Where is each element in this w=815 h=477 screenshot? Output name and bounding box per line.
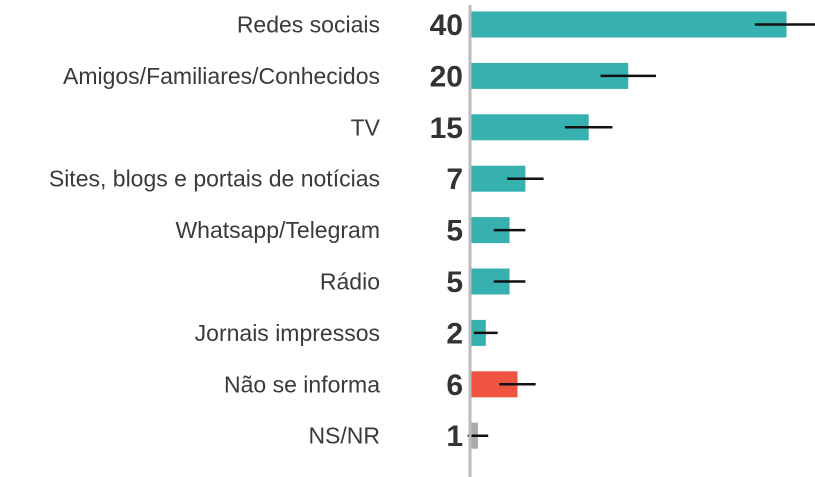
- category-label: TV: [351, 114, 381, 140]
- value-label: 5: [446, 266, 463, 299]
- value-label: 20: [430, 60, 463, 93]
- value-label: 6: [446, 369, 463, 402]
- category-label: Não se informa: [224, 371, 380, 397]
- value-label: 1: [446, 420, 463, 453]
- category-label: Whatsapp/Telegram: [175, 217, 380, 243]
- category-label: Amigos/Familiares/Conhecidos: [63, 63, 380, 89]
- value-label: 7: [446, 163, 463, 196]
- category-label: Jornais impressos: [195, 320, 380, 346]
- category-label: Rádio: [320, 269, 380, 295]
- category-label: Sites, blogs e portais de notícias: [49, 166, 380, 192]
- value-label: 5: [446, 215, 463, 248]
- value-label: 2: [446, 317, 463, 350]
- value-label: 40: [430, 9, 463, 42]
- bar: [470, 11, 787, 38]
- category-label: Redes sociais: [237, 12, 380, 38]
- value-label: 15: [430, 112, 463, 145]
- category-label: NS/NR: [308, 423, 380, 449]
